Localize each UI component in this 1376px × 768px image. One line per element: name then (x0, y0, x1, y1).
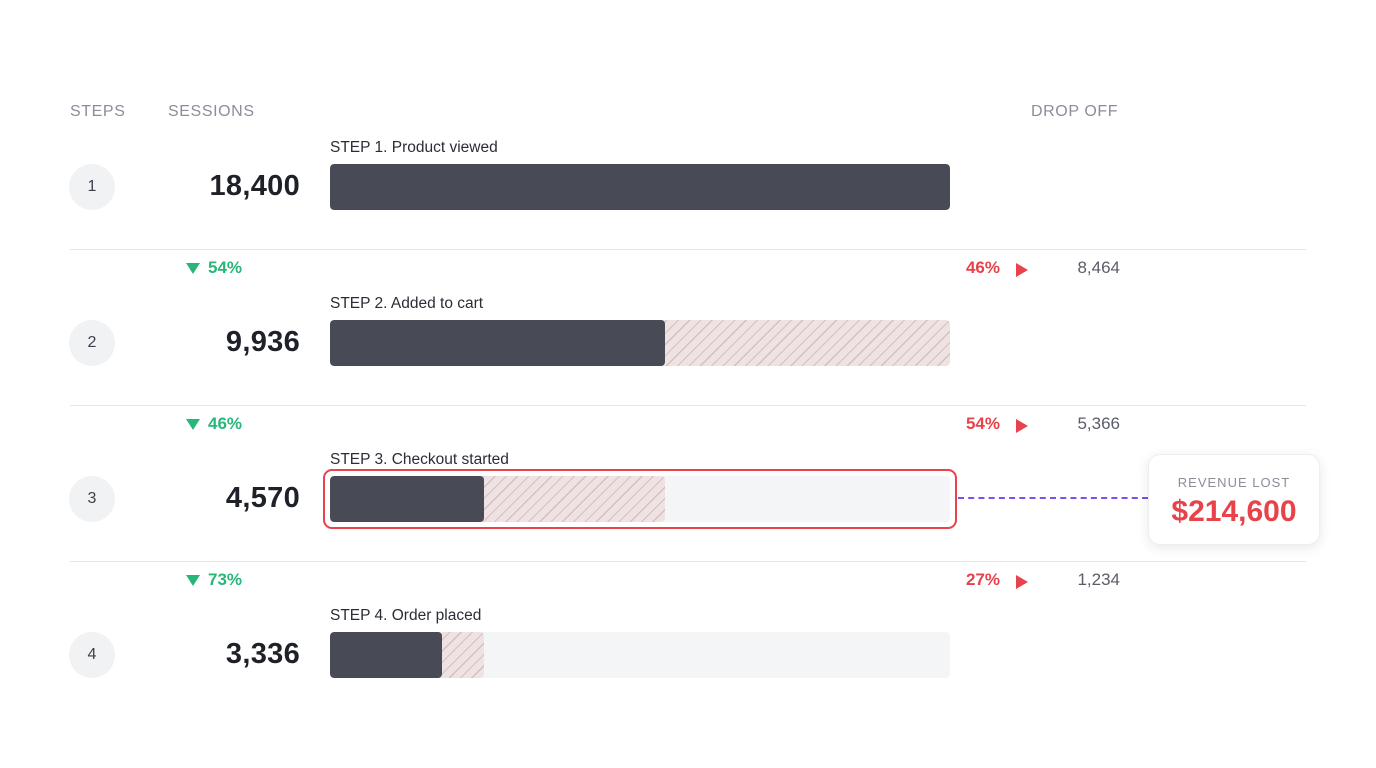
funnel-bar-retained-segment (330, 164, 950, 210)
conversion-rate-value: 73% (208, 570, 243, 589)
step-divider (70, 249, 1306, 250)
funnel-bar-retained-segment (330, 320, 665, 366)
triangle-right-icon (1016, 263, 1028, 277)
step-label: STEP 4. Order placed (330, 607, 482, 624)
triangle-right-icon (1016, 575, 1028, 589)
funnel-bar[interactable] (330, 164, 950, 210)
revenue-lost-card: REVENUE LOST $214,600 (1148, 454, 1320, 545)
selected-step-highlight (323, 469, 957, 529)
drop-off-percent: 54% (965, 414, 1000, 433)
drop-off-percent: 46% (965, 258, 1000, 277)
step-number-badge: 2 (69, 320, 115, 366)
revenue-connector-line (958, 497, 1148, 499)
drop-off-column-header: DROP OFF (1031, 103, 1119, 120)
revenue-lost-label: REVENUE LOST (1177, 475, 1291, 490)
step-divider (70, 405, 1306, 406)
step-sessions-count: 18,400 (209, 170, 300, 202)
funnel-bar-retained-segment (330, 632, 443, 678)
step-sessions-count: 4,570 (225, 482, 300, 514)
drop-off-count: 5,366 (1077, 414, 1120, 433)
step-number-badge: 1 (69, 164, 115, 210)
conversion-rate: 54% (186, 258, 242, 278)
revenue-lost-value: $214,600 (1171, 495, 1297, 528)
step-sessions-count: 9,936 (225, 326, 300, 358)
funnel-bar[interactable] (330, 476, 950, 522)
step-label: STEP 1. Product viewed (330, 139, 498, 156)
conversion-rate-value: 54% (208, 258, 243, 277)
funnel-bar[interactable] (330, 632, 950, 678)
triangle-down-icon (186, 262, 200, 274)
step-number-badge: 4 (69, 632, 115, 678)
step-divider (70, 561, 1306, 562)
funnel-bar-retained-segment (330, 476, 484, 522)
sessions-column-header: SESSIONS (168, 103, 255, 120)
conversion-rate: 46% (186, 414, 242, 434)
step-label: STEP 3. Checkout started (330, 451, 509, 468)
drop-off-percent: 27% (965, 570, 1000, 589)
conversion-rate-value: 46% (208, 414, 243, 433)
triangle-down-icon (186, 418, 200, 430)
step-number-badge: 3 (69, 476, 115, 522)
triangle-right-icon (1016, 419, 1028, 433)
drop-off-count: 8,464 (1077, 258, 1120, 277)
step-sessions-count: 3,336 (225, 638, 300, 670)
drop-off-count: 1,234 (1077, 570, 1120, 589)
triangle-down-icon (186, 574, 200, 586)
conversion-rate: 73% (186, 570, 242, 590)
steps-column-header: STEPS (70, 103, 126, 120)
funnel-bar[interactable] (330, 320, 950, 366)
step-label: STEP 2. Added to cart (330, 295, 484, 312)
